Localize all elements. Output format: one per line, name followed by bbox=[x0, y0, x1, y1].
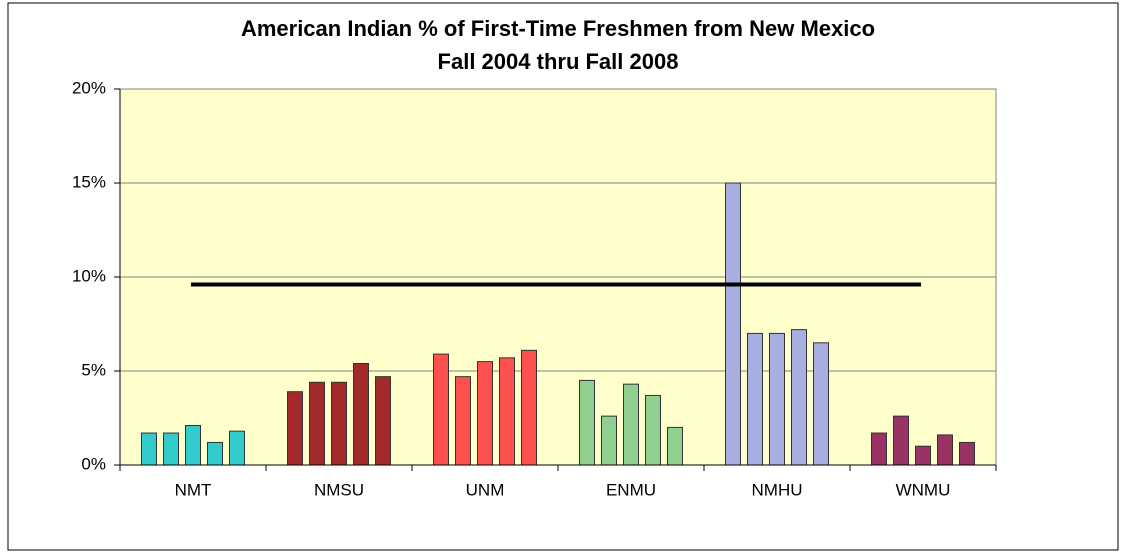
bar bbox=[433, 353, 449, 466]
bar bbox=[601, 415, 617, 466]
y-tick-label: 20% bbox=[72, 78, 106, 97]
bar bbox=[813, 342, 829, 466]
bar bbox=[645, 394, 661, 466]
bar bbox=[937, 434, 953, 466]
bar bbox=[185, 425, 201, 466]
bar bbox=[893, 415, 909, 466]
y-tick-label: 0% bbox=[81, 454, 106, 473]
bar bbox=[207, 441, 223, 466]
y-tick-label: 10% bbox=[72, 266, 106, 285]
x-tick-label: UNM bbox=[466, 480, 505, 499]
bar bbox=[141, 432, 157, 466]
y-tick-label: 15% bbox=[72, 172, 106, 191]
bar bbox=[623, 383, 639, 466]
bar bbox=[455, 376, 471, 466]
bar bbox=[871, 432, 887, 466]
bar bbox=[229, 430, 245, 466]
bar bbox=[375, 376, 391, 466]
x-tick-label: ENMU bbox=[606, 480, 656, 499]
bar bbox=[163, 432, 179, 466]
x-tick-label: NMT bbox=[175, 480, 212, 499]
bar bbox=[725, 182, 741, 466]
y-tick-label: 5% bbox=[81, 360, 106, 379]
bar bbox=[331, 381, 347, 466]
x-tick-label: NMSU bbox=[314, 480, 364, 499]
bar bbox=[747, 332, 763, 466]
bar bbox=[769, 332, 785, 466]
x-tick-label: WNMU bbox=[896, 480, 951, 499]
bar bbox=[287, 391, 303, 466]
x-tick-label: NMHU bbox=[752, 480, 803, 499]
chart-subtitle: Fall 2004 thru Fall 2008 bbox=[438, 49, 679, 74]
bar bbox=[915, 445, 931, 466]
bar bbox=[309, 381, 325, 466]
bar bbox=[579, 379, 595, 466]
bar bbox=[667, 426, 683, 466]
bar bbox=[353, 362, 369, 466]
bar bbox=[791, 329, 807, 466]
chart-title: American Indian % of First-Time Freshmen… bbox=[241, 16, 875, 41]
bar bbox=[477, 361, 493, 466]
bar bbox=[959, 441, 975, 466]
bar bbox=[521, 349, 537, 466]
bar bbox=[499, 357, 515, 466]
